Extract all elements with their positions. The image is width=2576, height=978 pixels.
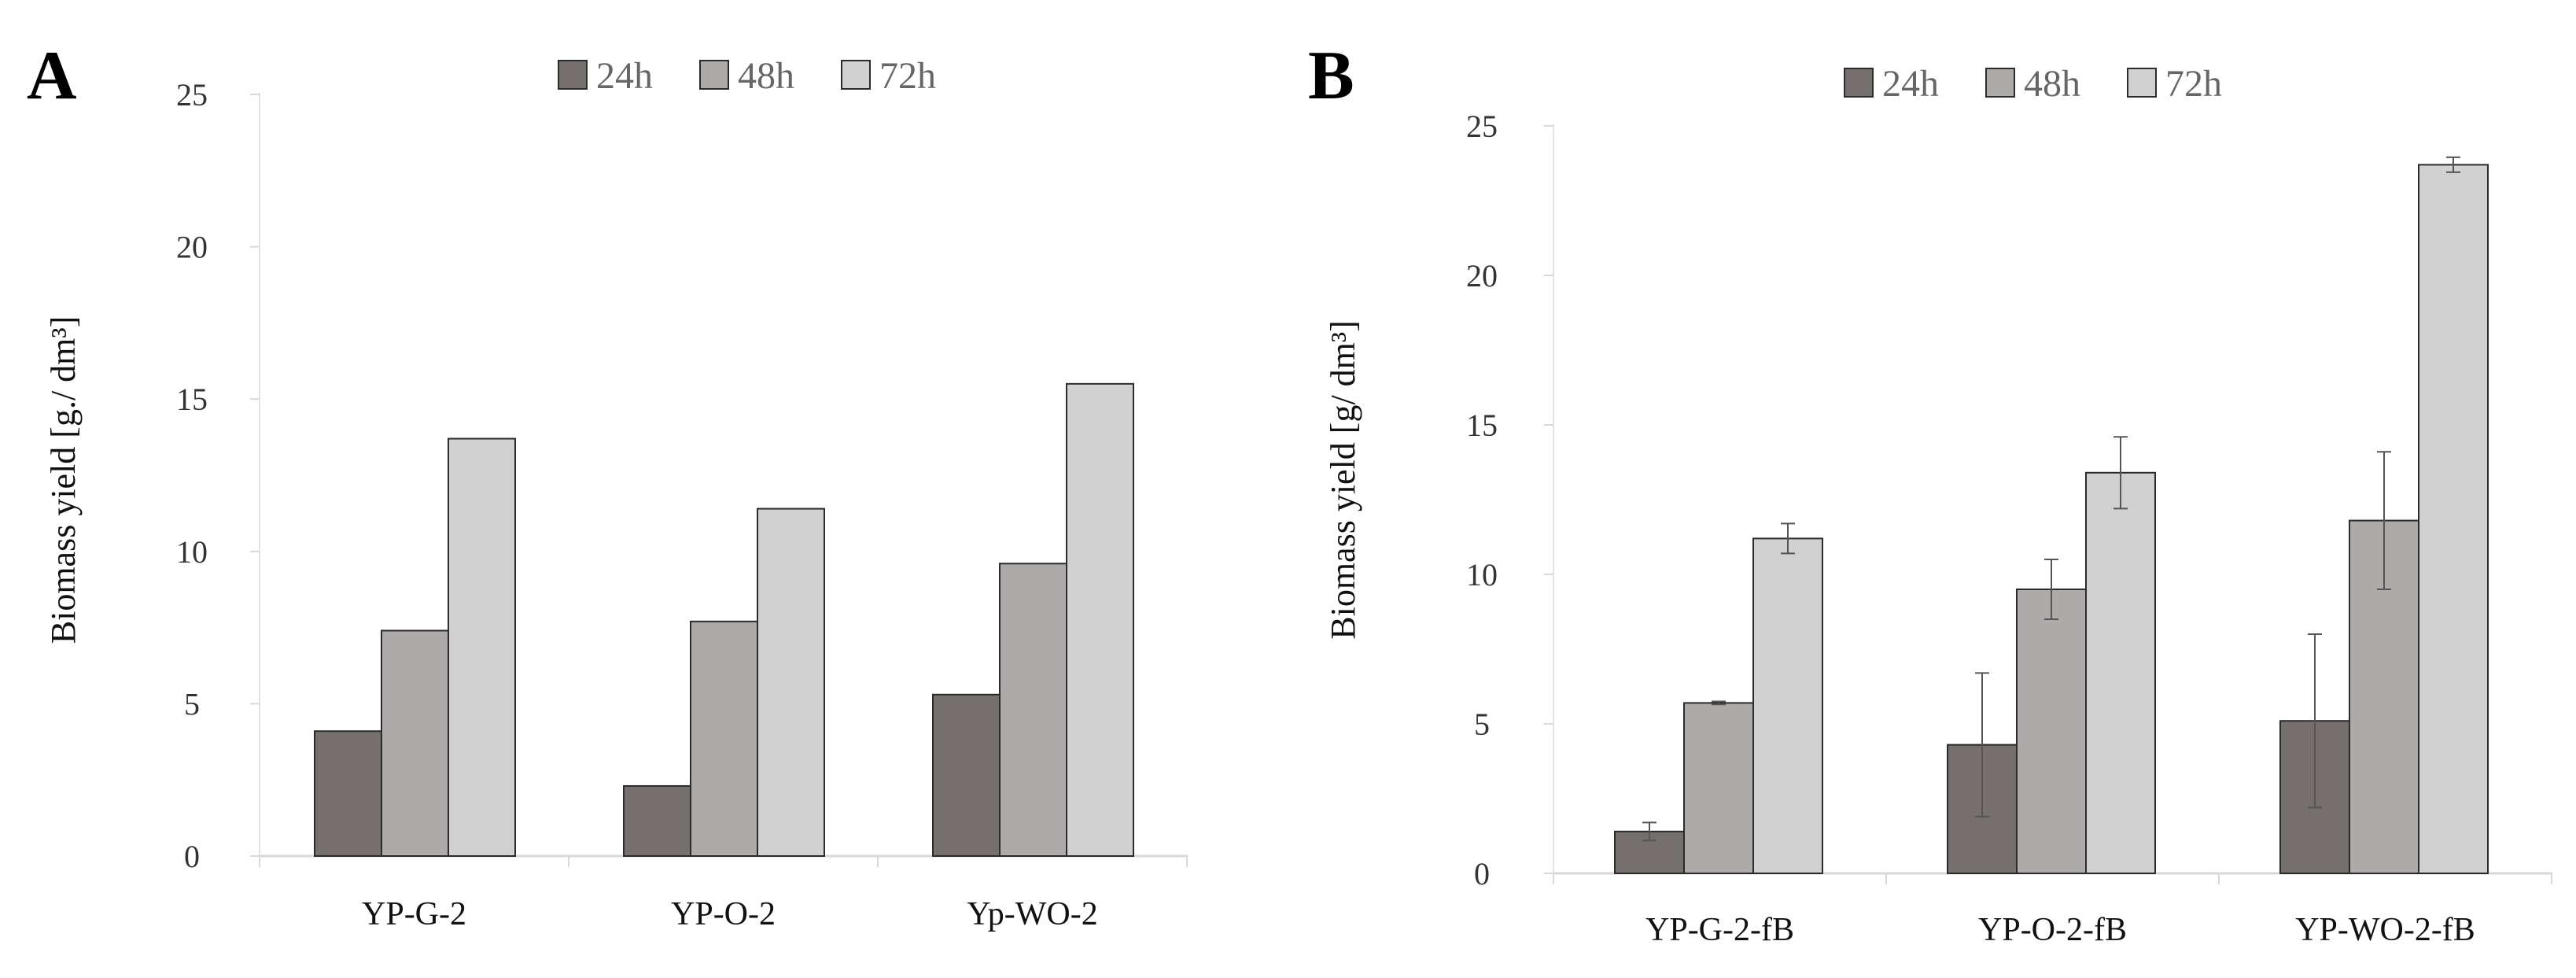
legend-label-48h: 48h <box>2024 63 2080 105</box>
bar-72h-YP-O-2 <box>757 507 825 857</box>
bar-48h-YP-G-2-fB <box>1683 702 1754 875</box>
x-tick-label: YP-O-2 <box>671 896 776 932</box>
legend-swatch-48h <box>699 60 729 90</box>
bar-48h-YP-O-2 <box>690 620 758 858</box>
y-tick-label: 25 <box>1466 109 1498 144</box>
y-tick-label: 10 <box>1466 557 1498 592</box>
axes-a: 0 5 10 15 20 25 YP-G-2 YP-O-2 Yp-WO-2 <box>176 77 1188 932</box>
bar-48h-YP-G-2 <box>381 629 449 857</box>
bar-72h-YP-WO-2-fB <box>2418 164 2489 874</box>
y-tick-label: 0 <box>184 839 200 874</box>
legend-label-72h: 72h <box>879 55 936 97</box>
legend-label-24h: 24h <box>596 55 653 97</box>
bars-b <box>1614 156 2489 875</box>
y-axis-label-a: Biomass yield [g./ dm³] <box>44 316 83 644</box>
y-tick-label: 10 <box>176 534 208 570</box>
bar-48h-YP-O-2-fB <box>2016 589 2087 874</box>
legend-label-24h: 24h <box>1882 63 1939 105</box>
x-tick-label: Yp-WO-2 <box>967 896 1097 932</box>
y-tick-label: 0 <box>1474 856 1490 891</box>
x-tick-label: YP-WO-2-fB <box>2295 912 2475 948</box>
y-tick-label: 25 <box>176 77 208 113</box>
bar-72h-YP-O-2-fB <box>2085 471 2156 874</box>
legend-swatch-72h <box>841 60 871 90</box>
bar-24h-YP-O-2 <box>623 784 691 857</box>
x-tick-label: YP-G-2-fB <box>1645 912 1794 948</box>
chart-panel-b: B Biomass yield [g/ dm³] 24h 48h 72h 0 5 10 1… <box>1308 38 2552 948</box>
y-tick-label: 5 <box>1474 707 1490 742</box>
y-tick-label: 20 <box>1466 258 1498 293</box>
legend-b: 24h 48h 72h <box>1844 63 2222 105</box>
bar-72h-YP-G-2-fB <box>1752 537 1823 875</box>
bar-72h-YP-G-2 <box>448 437 516 857</box>
bar-72h-Yp-WO-2 <box>1066 382 1134 857</box>
y-tick-label: 15 <box>176 382 208 417</box>
legend-swatch-72h <box>2127 68 2157 98</box>
x-tick-label: YP-O-2-fB <box>1978 912 2127 948</box>
y-tick-label: 20 <box>176 230 208 265</box>
legend-label-48h: 48h <box>738 55 794 97</box>
bar-24h-Yp-WO-2 <box>932 693 1001 857</box>
legend-swatch-24h <box>558 60 588 90</box>
x-tick-label: YP-G-2 <box>362 896 466 932</box>
y-axis-label-b: Biomass yield [g/ dm³] <box>1324 320 1362 640</box>
bar-48h-Yp-WO-2 <box>999 563 1067 858</box>
panel-letter-a: A <box>27 38 77 114</box>
bars-a <box>314 382 1134 858</box>
y-tick-label: 5 <box>184 686 200 722</box>
legend-swatch-24h <box>1844 68 1874 98</box>
y-tick-label: 15 <box>1466 408 1498 443</box>
bar-24h-YP-G-2 <box>314 730 382 857</box>
legend-label-72h: 72h <box>2165 63 2222 105</box>
legend-a: 24h 48h 72h <box>558 55 936 97</box>
panel-letter-b: B <box>1308 38 1354 114</box>
legend-swatch-48h <box>1985 68 2015 98</box>
chart-panel-a: A Biomass yield [g./ dm³] 24h 48h 72h 0 5 10… <box>27 38 1188 932</box>
